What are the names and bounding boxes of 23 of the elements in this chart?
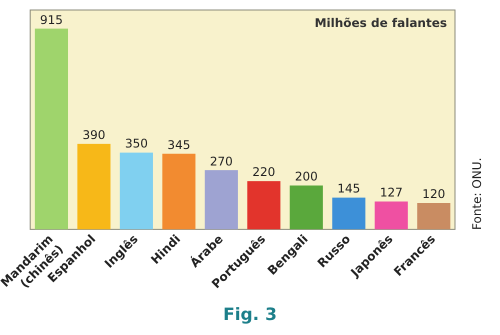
data-label: 145 xyxy=(337,182,360,196)
data-label: 200 xyxy=(294,170,318,184)
data-label: 220 xyxy=(252,165,276,180)
data-label: 915 xyxy=(40,12,63,27)
bar xyxy=(247,181,280,230)
data-label: 270 xyxy=(210,154,233,168)
data-label: 390 xyxy=(82,128,106,142)
bar xyxy=(204,170,238,230)
bar xyxy=(120,152,153,230)
bar xyxy=(77,144,110,230)
data-label: 127 xyxy=(380,186,403,200)
chart-title: Milhões de falantes xyxy=(314,16,447,30)
source-note: Fonte: ONU. xyxy=(470,158,484,230)
bar xyxy=(162,154,196,230)
caption: Fig. 3 xyxy=(222,305,278,325)
bar xyxy=(417,203,450,230)
bar xyxy=(332,198,366,230)
bar xyxy=(34,28,68,230)
bar xyxy=(290,186,323,230)
bar xyxy=(374,202,408,230)
data-label: 350 xyxy=(124,136,148,151)
data-label: 345 xyxy=(167,138,190,152)
data-label: 120 xyxy=(422,187,446,202)
